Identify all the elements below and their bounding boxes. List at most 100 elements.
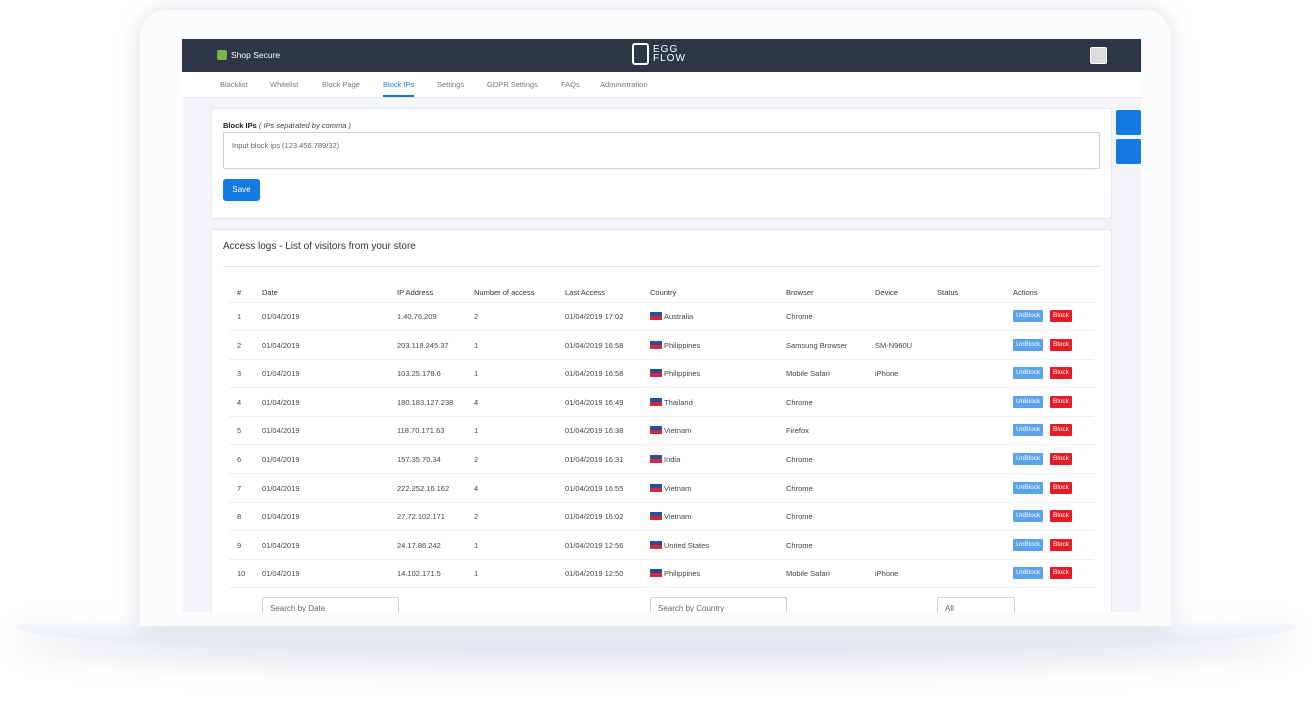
table-cell: Vietnam [650, 426, 691, 435]
nav-item[interactable]: Block Page [322, 80, 360, 89]
block-button[interactable]: Block [1050, 310, 1072, 322]
table-cell: 2 [474, 455, 478, 464]
cell-text: Philippines [664, 340, 701, 350]
table-cell: 01/04/2019 [262, 484, 300, 493]
flag [650, 540, 662, 549]
table-cell: Mobile Safari [786, 569, 830, 578]
status-filter[interactable]: All [937, 597, 1015, 612]
table-cell: 01/04/2019 [262, 369, 300, 378]
cell-text: India [664, 455, 681, 464]
nav-item[interactable]: Blacklist [220, 80, 248, 89]
unblock-button[interactable]: UnBlock [1013, 510, 1044, 523]
table-cell: 24.17.86.242 [397, 541, 441, 550]
flag [650, 369, 662, 378]
divider [223, 266, 1100, 267]
nav-item[interactable]: Block IPs [383, 80, 415, 97]
table-cell: iPhone [875, 569, 898, 578]
table-cell: 01/04/2019 12:50 [565, 569, 623, 578]
table-cell: Samsung Browser [786, 341, 847, 350]
table-cell: 1 [474, 369, 478, 378]
unblock-button[interactable]: UnBlock [1013, 310, 1044, 322]
unblock-button[interactable]: UnBlock [1013, 424, 1044, 437]
column-header: Device [875, 288, 898, 297]
save-button[interactable]: Save [223, 179, 260, 201]
table-cell: 01/04/2019 16:02 [565, 512, 623, 521]
table-cell: Philippines [650, 369, 700, 378]
block-button[interactable]: Block [1050, 395, 1072, 408]
unblock-button[interactable]: UnBlock [1013, 453, 1044, 465]
cell-text: 1.40.76.209 [397, 312, 437, 321]
block-button[interactable]: Block [1050, 567, 1072, 580]
ip-textarea[interactable]: Input block ips (123.456.789/32) [223, 132, 1100, 169]
cell-text: Samsung Browser [786, 340, 848, 350]
brand[interactable]: Shop Secure [217, 50, 280, 60]
table-cell: 7 [237, 484, 241, 493]
block-button[interactable]: Block [1050, 338, 1072, 351]
cell-text: 203.118.245.37 [397, 340, 449, 350]
unblock-button[interactable]: UnBlock [1013, 567, 1044, 580]
flag [650, 455, 662, 463]
cell-text: 01/04/2019 [262, 312, 300, 321]
nav-item[interactable]: Settings [437, 80, 465, 89]
table-cell: 4 [237, 398, 241, 407]
unblock-button[interactable]: UnBlock [1013, 481, 1044, 494]
cell-text: 01/04/2019 16:02 [565, 512, 624, 522]
row-line [229, 330, 1094, 331]
table-cell: 4 [474, 398, 478, 407]
date-filter[interactable]: Search by Date [262, 597, 399, 612]
block-button[interactable]: Block [1050, 510, 1072, 523]
unblock-button[interactable]: UnBlock [1013, 538, 1044, 551]
cell-text: 157.35.70.34 [397, 455, 441, 464]
unblock-button[interactable]: UnBlock [1013, 367, 1044, 380]
block-button[interactable]: Block [1050, 481, 1072, 494]
table-cell: Chrome [786, 484, 813, 493]
block-button[interactable]: Block [1050, 453, 1072, 465]
country-filter[interactable]: Search by Country [650, 597, 787, 612]
cell-text: 01/04/2019 16:38 [565, 426, 624, 436]
flag [650, 512, 662, 521]
table-cell: 6 [237, 455, 241, 464]
table-cell: 3 [237, 369, 241, 378]
cell-text: 27.72.102.171 [397, 512, 445, 522]
cell-text: SM-N960U [875, 340, 913, 350]
cell-text: Chrome [786, 455, 813, 464]
table-cell: Philippines [650, 569, 700, 578]
block-button[interactable]: Block [1050, 424, 1072, 437]
cell-text: Chrome [786, 512, 813, 522]
table-cell: Mobile Safari [786, 369, 830, 378]
cell-text: 01/04/2019 [262, 340, 300, 350]
column-header: # [237, 288, 242, 297]
row-line [229, 473, 1094, 474]
table-cell: Australia [650, 312, 693, 321]
flag [650, 312, 662, 320]
avatar[interactable] [1090, 47, 1107, 64]
cell-text: 1 [237, 312, 242, 321]
chat-button[interactable] [1116, 110, 1141, 135]
cell-text: 8 [237, 512, 242, 522]
cell-text: 180.183.127.238 [397, 397, 454, 407]
row-line [229, 358, 1094, 360]
unblock-button[interactable]: UnBlock [1013, 395, 1044, 408]
cell-text: Philippines [664, 569, 701, 579]
nav-item[interactable]: Administration [600, 80, 648, 89]
cell-text: 1 [474, 540, 479, 550]
nav-item[interactable]: FAQs [561, 80, 580, 89]
block-button[interactable]: Block [1050, 367, 1072, 380]
nav-bar: Blacklist Whitelist Block Page Block IPs Set… [182, 72, 1141, 98]
cell-text: 01/04/2019 [262, 569, 300, 579]
block-button[interactable]: Block [1050, 538, 1072, 551]
cell-text: Chrome [786, 312, 813, 321]
nav-item[interactable]: GDPR Settings [487, 80, 538, 89]
cell-text: 2 [474, 512, 479, 522]
cell-text: 103.25.178.6 [397, 369, 441, 379]
favorite-button[interactable] [1116, 139, 1141, 164]
unblock-button[interactable]: UnBlock [1013, 338, 1044, 351]
laptop-base [15, 624, 1297, 652]
nav-item[interactable]: Whitelist [270, 80, 299, 89]
cell-text: 01/04/2019 16:55 [565, 483, 624, 493]
cell-text: 4 [474, 483, 479, 493]
cell-text: 01/04/2019 [262, 369, 300, 379]
row-line [229, 530, 1094, 532]
cell-text: 6 [237, 455, 242, 464]
